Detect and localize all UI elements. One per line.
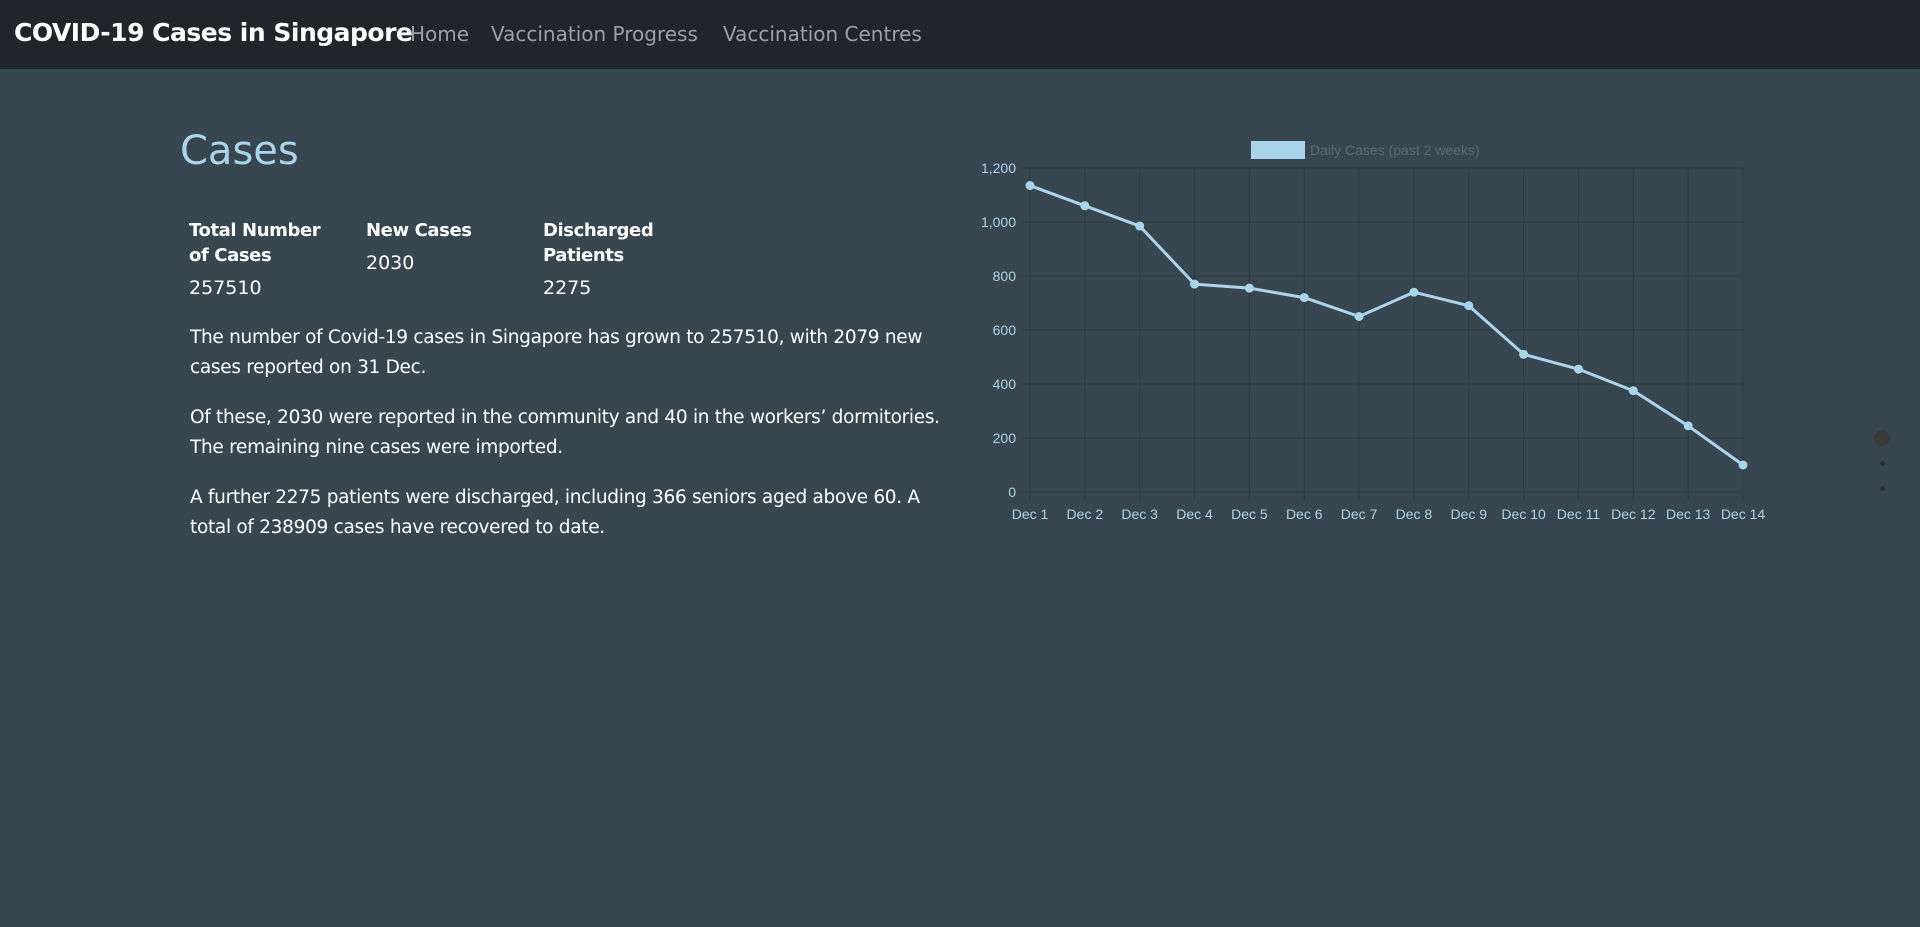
discharged-paragraph: A further 2275 patients were discharged,… [190, 487, 920, 538]
data-point [1628, 386, 1638, 396]
nav-link-home[interactable]: Home [410, 22, 470, 46]
x-tick-label: Dec 8 [1396, 506, 1433, 522]
y-tick-label: 1,000 [981, 214, 1016, 230]
nav-link-vaccination-progress[interactable]: Vaccination Progress [491, 22, 698, 46]
y-tick-label: 0 [1008, 484, 1016, 500]
x-tick-label: Dec 11 [1557, 506, 1601, 522]
data-point [1738, 460, 1748, 470]
x-tick-label: Dec 10 [1501, 506, 1546, 522]
data-point [1464, 301, 1474, 311]
data-point [1354, 312, 1364, 321]
scroll-indicator-dot[interactable] [1880, 461, 1885, 466]
x-tick-label: Dec 2 [1067, 506, 1104, 522]
data-point [1135, 221, 1145, 231]
stat-value-discharged: 2275 [543, 277, 592, 299]
stat-value-total-cases: 257510 [189, 277, 262, 299]
data-point [1244, 283, 1254, 293]
x-tick-label: Dec 9 [1450, 506, 1487, 522]
navbar: COVID-19 Cases in Singapore Home Vaccina… [0, 0, 1920, 69]
page-title: Cases [180, 128, 299, 174]
legend-swatch [1251, 141, 1305, 159]
x-tick-label: Dec 1 [1012, 506, 1049, 522]
breakdown-paragraph: Of these, 2030 were reported in the comm… [190, 407, 940, 458]
y-tick-label: 200 [993, 430, 1017, 446]
data-point [1080, 201, 1090, 211]
y-tick-label: 800 [993, 268, 1017, 284]
data-point [1409, 287, 1419, 297]
legend-label: Daily Cases (past 2 weeks) [1310, 142, 1480, 158]
x-tick-label: Dec 4 [1176, 506, 1213, 522]
x-tick-label: Dec 5 [1231, 506, 1268, 522]
data-point [1299, 293, 1309, 303]
x-tick-label: Dec 3 [1121, 506, 1158, 522]
stat-value-new-cases: 2030 [366, 252, 415, 274]
y-tick-label: 400 [993, 376, 1017, 392]
data-point [1025, 181, 1035, 191]
data-point [1519, 349, 1529, 359]
x-tick-label: Dec 13 [1666, 506, 1711, 522]
y-tick-label: 1,200 [981, 160, 1016, 176]
stat-label-new-cases: New Cases [366, 220, 472, 241]
nav-link-vaccination-centres[interactable]: Vaccination Centres [723, 22, 922, 46]
stat-label-discharged: Discharged Patients [543, 220, 654, 266]
series-line [1029, 184, 1744, 467]
scroll-indicator-dot-active[interactable] [1874, 430, 1890, 446]
x-tick-label: Dec 6 [1286, 506, 1323, 522]
brand-title[interactable]: COVID-19 Cases in Singapore [14, 18, 413, 47]
summary-paragraph: The number of Covid-19 cases in Singapor… [190, 327, 923, 378]
data-point [1190, 279, 1200, 289]
scroll-indicator-dot[interactable] [1880, 486, 1885, 491]
data-point [1683, 421, 1693, 431]
x-tick-label: Dec 14 [1721, 506, 1766, 522]
x-tick-label: Dec 7 [1341, 506, 1378, 522]
stat-label-total-cases: Total Number of Cases [189, 220, 321, 266]
daily-cases-chart: 0 200 400 600 800 1,000 1,200 Dec 1 Dec 2 Dec 3 De… [981, 141, 1766, 522]
x-tick-label: Dec 12 [1611, 506, 1656, 522]
data-point [1573, 364, 1583, 374]
y-tick-label: 600 [993, 322, 1017, 338]
